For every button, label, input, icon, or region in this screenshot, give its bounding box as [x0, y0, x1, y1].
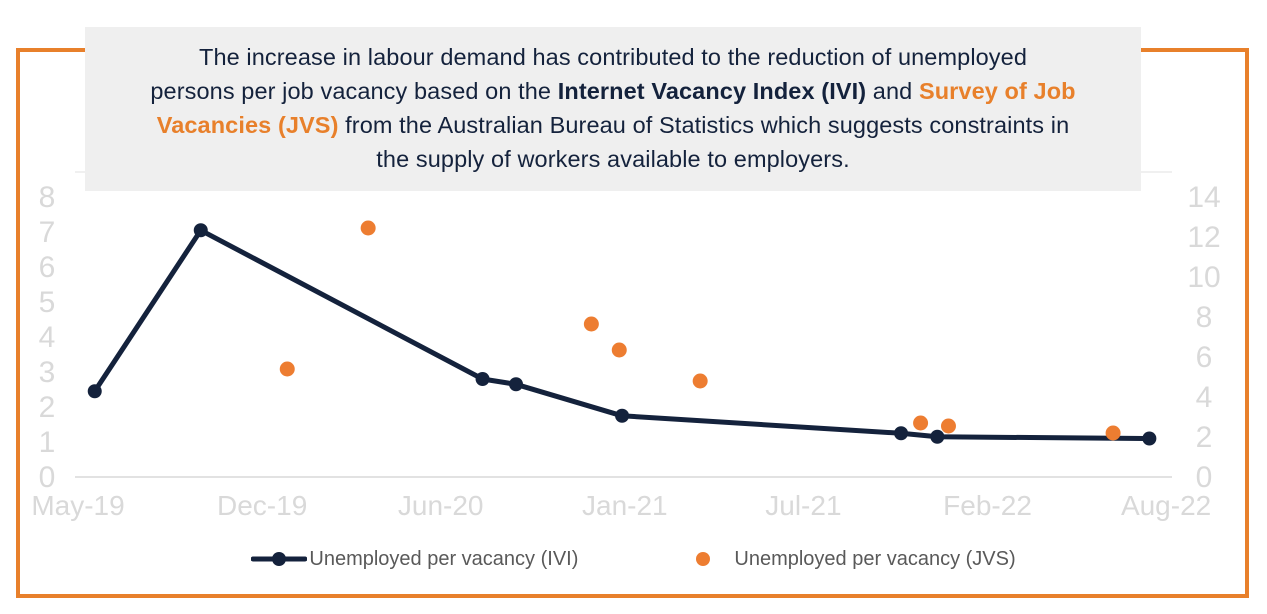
y-left-tick-label: 8 [39, 181, 56, 214]
title-segment-normal: from the Australian Bureau of Statistics… [338, 112, 1070, 172]
title-segment-normal: and [866, 78, 919, 104]
ivi-point [930, 429, 945, 444]
jvs-point [692, 373, 708, 389]
y-right-tick-label: 4 [1196, 381, 1213, 414]
x-tick-label: Aug-22 [1121, 490, 1211, 521]
y-right-tick-label: 0 [1196, 461, 1213, 494]
ivi-point [1142, 431, 1157, 446]
y-left-tick-label: 0 [39, 461, 56, 494]
ivi-point [475, 372, 490, 386]
legend-dot [272, 552, 287, 566]
y-right-tick-label: 10 [1187, 261, 1220, 294]
jvs-point [611, 342, 627, 358]
y-left-tick-label: 2 [39, 391, 56, 424]
jvs-point [279, 361, 295, 377]
legend-label: Unemployed per vacancy (JVS) [734, 547, 1016, 570]
y-left-tick-label: 5 [39, 286, 56, 319]
ivi-line [92, 227, 1152, 441]
x-tick-label: Jan-21 [582, 490, 668, 521]
chart-legend: Unemployed per vacancy (IVI) Unemployed p… [30, 541, 1237, 577]
legend-item: Unemployed per vacancy (IVI) [251, 548, 578, 571]
ivi-point [894, 426, 909, 441]
x-tick-label: Jul-21 [765, 490, 841, 521]
y-left-tick-label: 3 [39, 356, 56, 389]
legend-line-dot-marker [251, 552, 308, 566]
y-right-tick-label: 8 [1196, 301, 1213, 334]
y-right-tick-label: 14 [1187, 181, 1220, 214]
y-left-tick-label: 6 [39, 251, 56, 284]
x-tick-label: Dec-19 [217, 490, 307, 521]
ivi-point [193, 223, 208, 238]
jvs-point [583, 316, 599, 332]
x-tick-label: May-19 [31, 490, 124, 521]
legend-dot-marker [696, 552, 711, 566]
ivi-point [87, 384, 102, 399]
y-right-tick-label: 2 [1196, 421, 1213, 454]
y-left-tick-label: 4 [39, 321, 56, 354]
jvs-point [913, 415, 929, 431]
jvs-point [940, 418, 956, 434]
jvs-point [360, 220, 376, 236]
y-left-tick-label: 1 [39, 426, 56, 459]
title-segment-normal: The increase in labour demand has contri… [150, 44, 1027, 104]
y-right-tick-label: 12 [1187, 221, 1220, 254]
x-tick-label: Jun-20 [398, 490, 484, 521]
title-segment-bold: Internet Vacancy Index (IVI) [557, 78, 867, 104]
legend-label: Unemployed per vacancy (IVI) [309, 547, 579, 570]
title-segment-orange: Survey of Job Vacancies (JVS) [156, 78, 1076, 138]
ivi-point [509, 377, 524, 392]
chart-title: The increase in labour demand has contri… [85, 27, 1141, 191]
x-tick-label: Feb-22 [943, 490, 1032, 521]
ivi-point [615, 408, 630, 423]
y-right-tick-label: 6 [1196, 341, 1213, 374]
legend-item: Unemployed per vacancy (JVS) [696, 547, 1016, 571]
y-left-tick-label: 7 [39, 216, 56, 249]
jvs-point [1105, 425, 1121, 441]
